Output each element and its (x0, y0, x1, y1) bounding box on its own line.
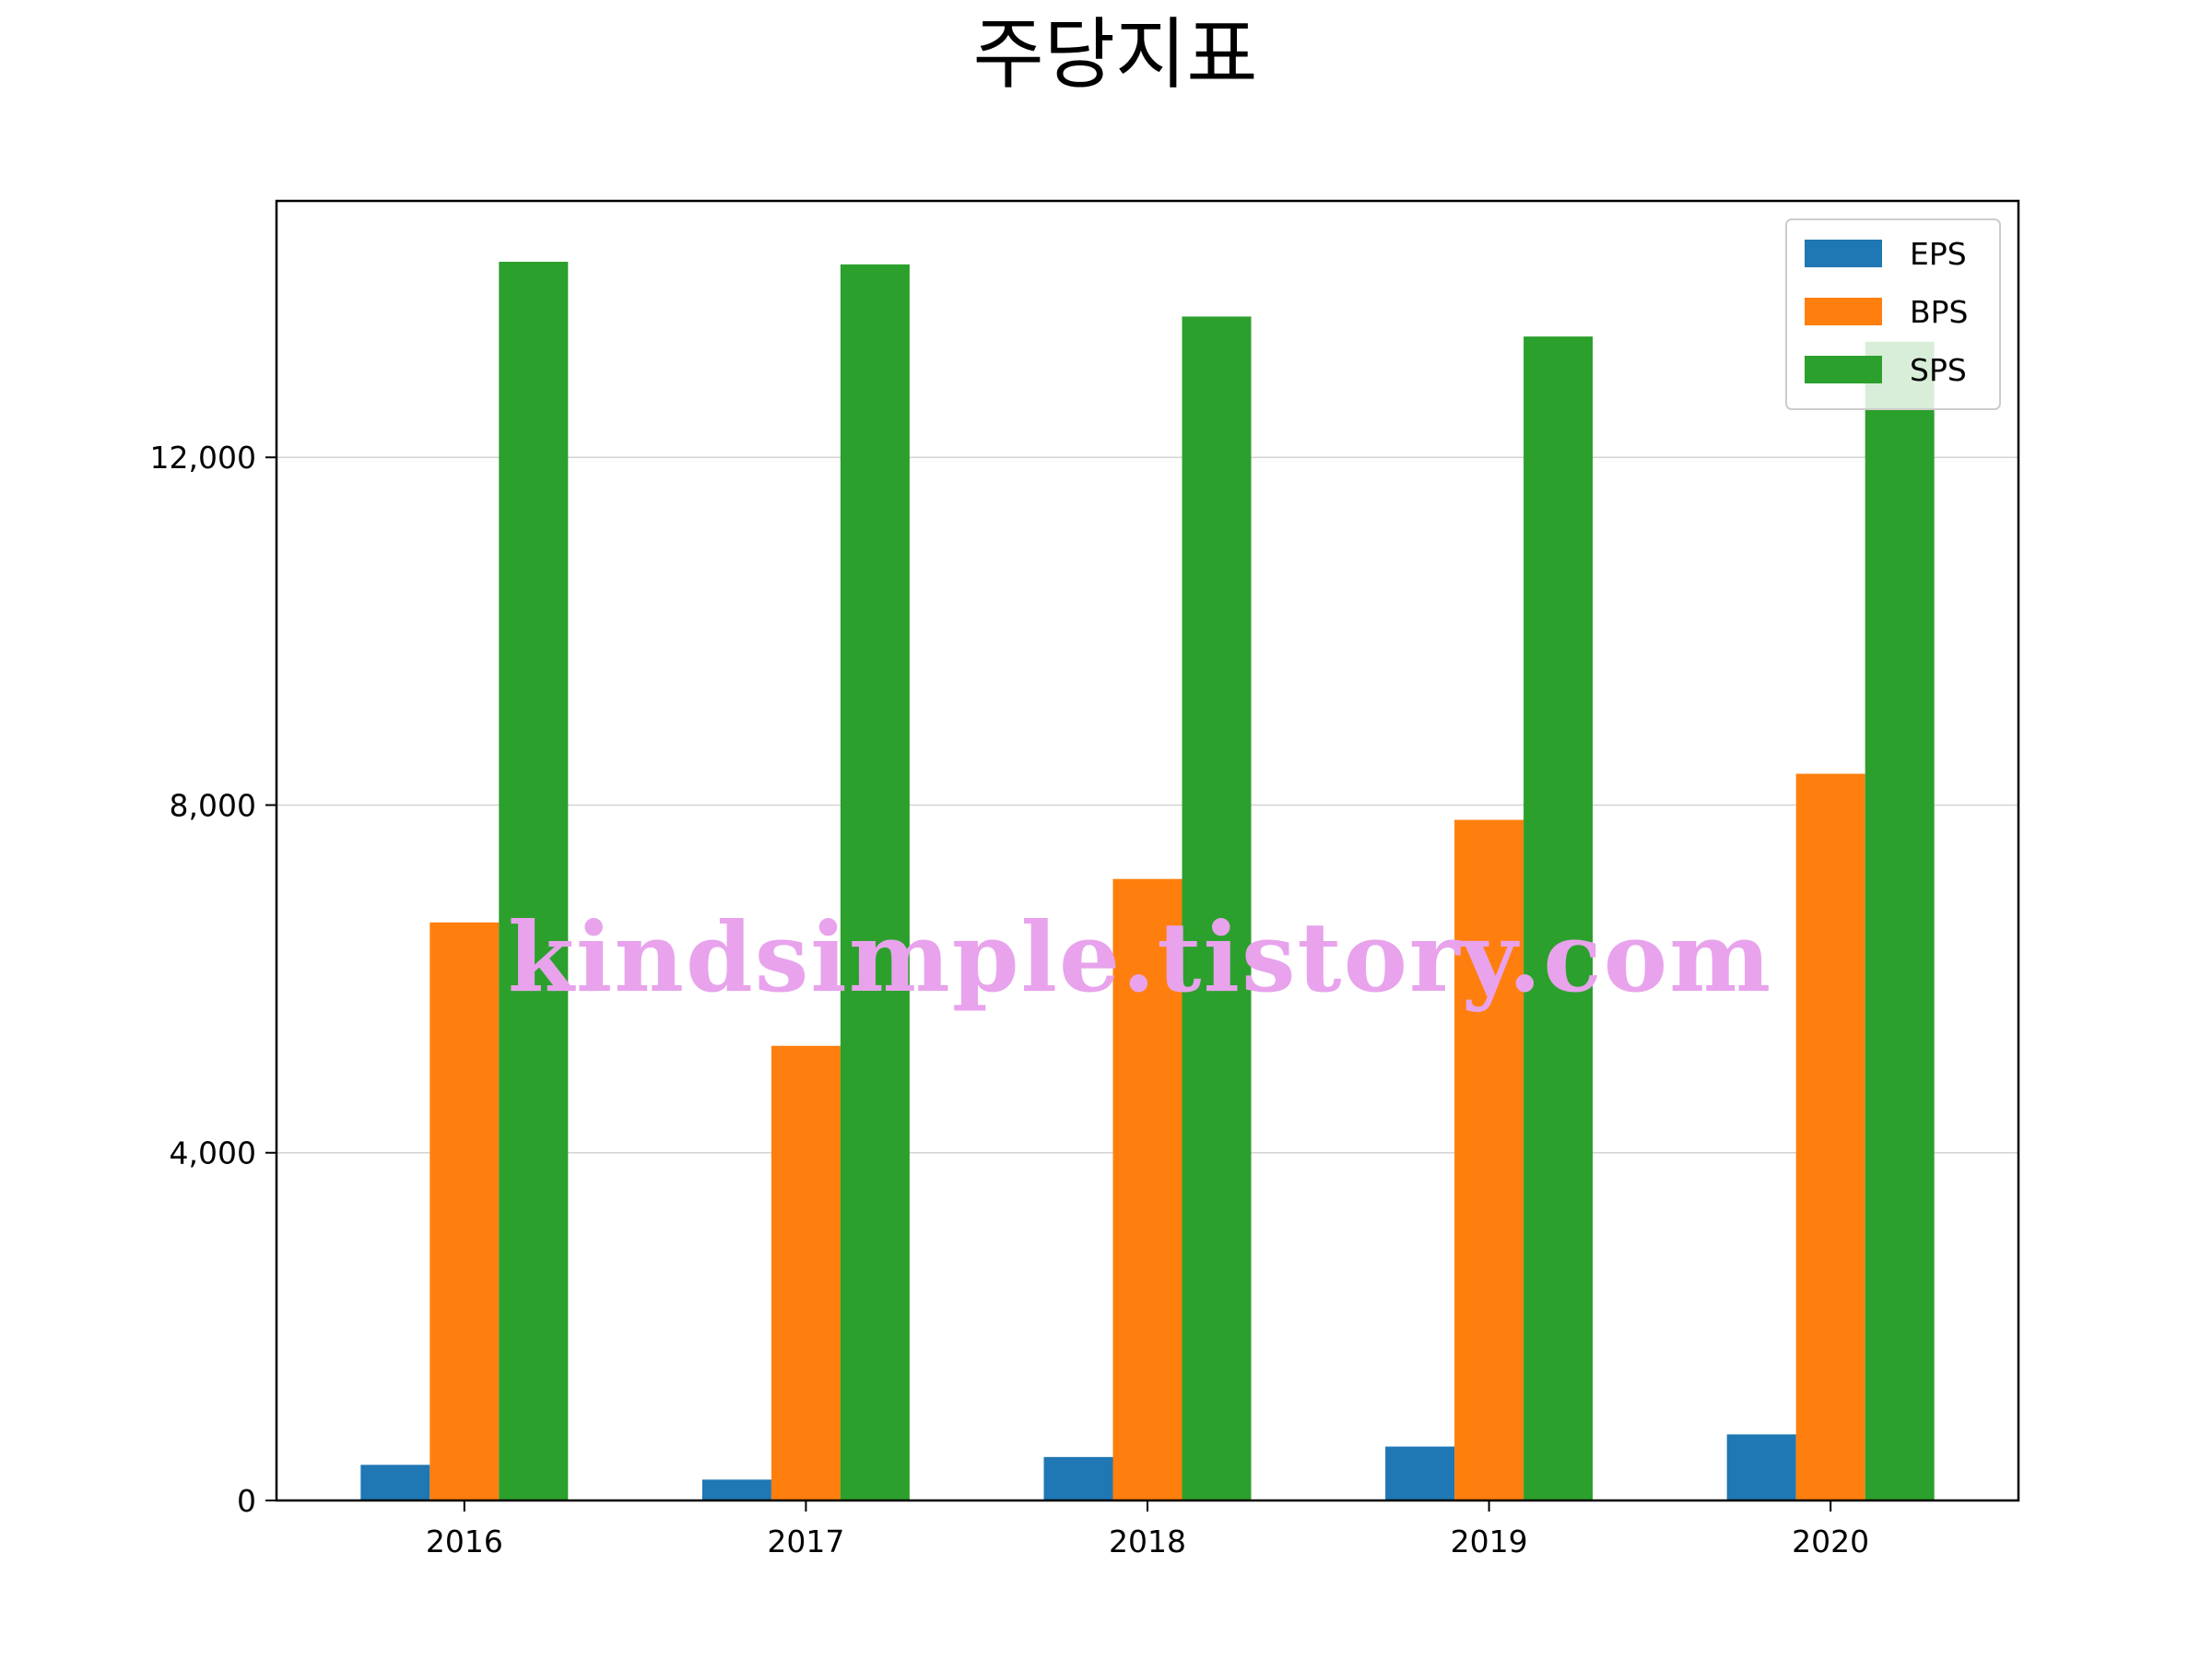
ytick-label-2: 8,000 (170, 787, 256, 823)
bar-sps-2017 (840, 264, 910, 1500)
legend: EPS BPS SPS (1785, 218, 2001, 410)
ytick-label-0: 0 (237, 1483, 256, 1519)
bar-eps-2019 (1385, 1446, 1455, 1500)
xtick-label-1: 2017 (767, 1524, 844, 1559)
bar-eps-2018 (1043, 1456, 1113, 1500)
legend-label-sps: SPS (1910, 352, 1967, 388)
bar-bps-2020 (1795, 773, 1865, 1500)
bar-eps-2017 (701, 1479, 771, 1500)
bar-bps-2016 (429, 922, 500, 1500)
chart-title: 주당지표 (972, 9, 1257, 100)
watermark-text: kindsimple.tistory.com (508, 900, 1772, 1014)
ytick-label-3: 12,000 (150, 440, 256, 476)
bars (360, 262, 1935, 1501)
ytick-label-1: 4,000 (170, 1135, 256, 1171)
bar-sps-2019 (1524, 336, 1594, 1501)
bar-sps-2016 (499, 262, 569, 1501)
bar-sps-2020 (1865, 341, 1935, 1500)
xtick-label-3: 2019 (1451, 1524, 1528, 1559)
legend-swatch-eps (1805, 240, 1882, 267)
xtick-label-0: 2016 (426, 1524, 503, 1559)
axes: 0 4,000 8,000 12,000 2016 2017 2018 2019 2020 (150, 199, 2020, 1559)
bar-bps-2019 (1454, 819, 1524, 1500)
bar-bps-2017 (771, 1045, 841, 1500)
legend-label-bps: BPS (1910, 294, 1969, 330)
legend-swatch-bps (1805, 298, 1882, 325)
xtick-label-4: 2020 (1792, 1524, 1869, 1559)
bar-bps-2018 (1112, 878, 1182, 1500)
bar-eps-2016 (360, 1465, 430, 1500)
legend-swatch-sps (1805, 356, 1882, 383)
bar-sps-2018 (1182, 316, 1252, 1501)
bar-eps-2020 (1726, 1434, 1796, 1500)
legend-label-eps: EPS (1910, 236, 1967, 272)
xtick-label-2: 2018 (1109, 1524, 1186, 1559)
